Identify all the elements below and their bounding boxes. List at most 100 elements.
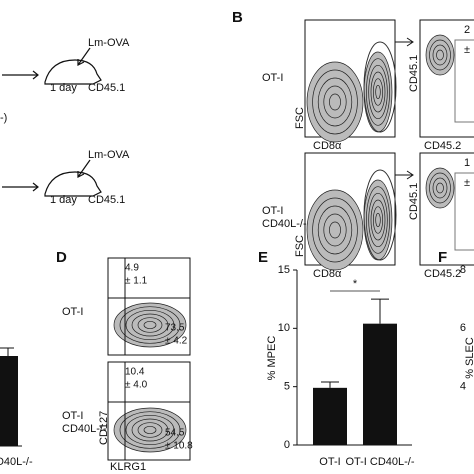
- stat-text: 2: [464, 24, 470, 36]
- y-axis-label: % MPEC: [266, 336, 278, 381]
- y-tick-label: 10: [278, 322, 290, 334]
- contour: [323, 85, 347, 119]
- y-axis-label: CD45.1: [408, 55, 420, 92]
- contour: [119, 411, 181, 449]
- quadrant-stat: 4.9: [125, 263, 139, 274]
- contour: [363, 51, 393, 133]
- quadrant-stat: ± 10.8: [165, 441, 193, 452]
- gate: [363, 169, 397, 261]
- panel-label: F: [438, 249, 447, 266]
- contour: [329, 93, 341, 111]
- arrow-head: [406, 37, 414, 47]
- y-tick-label: 0: [284, 439, 290, 451]
- contour: [143, 425, 157, 435]
- infection-label: Lm-OVA: [88, 37, 130, 49]
- y-axis-label: CD127: [98, 411, 110, 445]
- contour: [372, 78, 384, 106]
- contour: [368, 64, 388, 120]
- contour: [113, 302, 187, 348]
- contour: [306, 189, 364, 271]
- arrow-head: [406, 170, 414, 180]
- partial-bar: [0, 356, 18, 446]
- contour: [436, 182, 444, 194]
- contour: [429, 39, 451, 71]
- contour: [370, 71, 386, 113]
- contour: [375, 84, 381, 100]
- stat-text: ±: [464, 44, 470, 56]
- stat-text: 1: [464, 157, 470, 169]
- recipient-label: CD45.1: [88, 194, 125, 206]
- recipient-label: CD45.1: [88, 82, 125, 94]
- contour: [131, 418, 169, 442]
- quadrant-stat: 73.5: [165, 323, 185, 334]
- x-axis-label: CD45.2: [424, 140, 461, 152]
- x-tick-label: OT-I CD40L-/-: [345, 456, 414, 468]
- bar: [363, 323, 397, 445]
- bar: [313, 387, 347, 445]
- sample-label: CD40L-/-: [62, 423, 107, 435]
- y-tick-label: 15: [278, 264, 290, 276]
- contour: [365, 186, 391, 254]
- contour: [131, 313, 169, 337]
- quadrant-stat: ± 1.1: [125, 276, 148, 287]
- contour: [323, 213, 347, 247]
- sample-label: OT-I: [62, 410, 83, 422]
- contour: [137, 422, 163, 438]
- panel-label: D: [56, 249, 67, 266]
- stat-text: ±: [464, 177, 470, 189]
- contour: [429, 172, 451, 204]
- x-axis-label: CD8α: [313, 268, 342, 280]
- panel-label: B: [232, 9, 243, 26]
- y-axis-label: FSC: [294, 107, 306, 129]
- sample-label: OT-I: [262, 205, 283, 217]
- y-axis-label: FSC: [294, 235, 306, 257]
- contour: [329, 221, 341, 239]
- contour: [125, 309, 175, 341]
- infection-label: Lm-OVA: [88, 149, 130, 161]
- panel-label: E: [258, 249, 268, 266]
- time-label: 1 day: [50, 82, 77, 94]
- contour: [143, 320, 157, 330]
- contour: [137, 317, 163, 333]
- quadrant-stat: ± 4.0: [125, 380, 148, 391]
- significance-mark: *: [353, 278, 358, 290]
- flow-plots: OT-IFSCCD8αCD45.1CD45.22±OT-ICD40L-/-FSC…: [62, 19, 474, 461]
- contour: [425, 167, 455, 209]
- contour: [375, 212, 381, 228]
- contour: [370, 199, 386, 241]
- gate: [454, 39, 474, 123]
- quadrant-stat: 54.5: [165, 428, 185, 439]
- contour: [432, 44, 448, 66]
- contour: [436, 49, 444, 61]
- contour: [432, 177, 448, 199]
- sample-label: CD40L-/-: [262, 218, 307, 230]
- sample-label: OT-I: [62, 306, 83, 318]
- contour: [365, 58, 391, 126]
- y-axis-label: % SLEC: [464, 337, 474, 379]
- x-axis-label: CD45.2: [424, 268, 461, 280]
- y-tick-label: 8: [460, 264, 466, 276]
- contour: [125, 414, 175, 446]
- contour: [119, 306, 181, 344]
- contour: [317, 205, 353, 255]
- gate: [454, 172, 474, 251]
- y-tick-label: 6: [460, 322, 466, 334]
- contour: [306, 61, 364, 143]
- contour: [425, 34, 455, 76]
- y-tick-label: 4: [460, 381, 466, 393]
- x-axis-label: KLRG1: [110, 461, 146, 473]
- contour: [312, 69, 358, 135]
- contour: [368, 192, 388, 248]
- category-label: CD40L-/-: [0, 456, 33, 468]
- schematic: [2, 47, 102, 197]
- contour: [363, 179, 393, 261]
- sample-label: OT-I: [262, 72, 283, 84]
- quadrant-stat: 10.4: [125, 367, 145, 378]
- y-axis-label: CD45.1: [408, 183, 420, 220]
- x-tick-label: OT-I: [319, 456, 340, 468]
- bar-chart: 0 5 10 15 OT-I OT-I CD40L-/- *: [278, 264, 415, 468]
- fragment-text: -): [0, 112, 7, 124]
- contour: [113, 407, 187, 453]
- x-axis-label: CD8α: [313, 140, 342, 152]
